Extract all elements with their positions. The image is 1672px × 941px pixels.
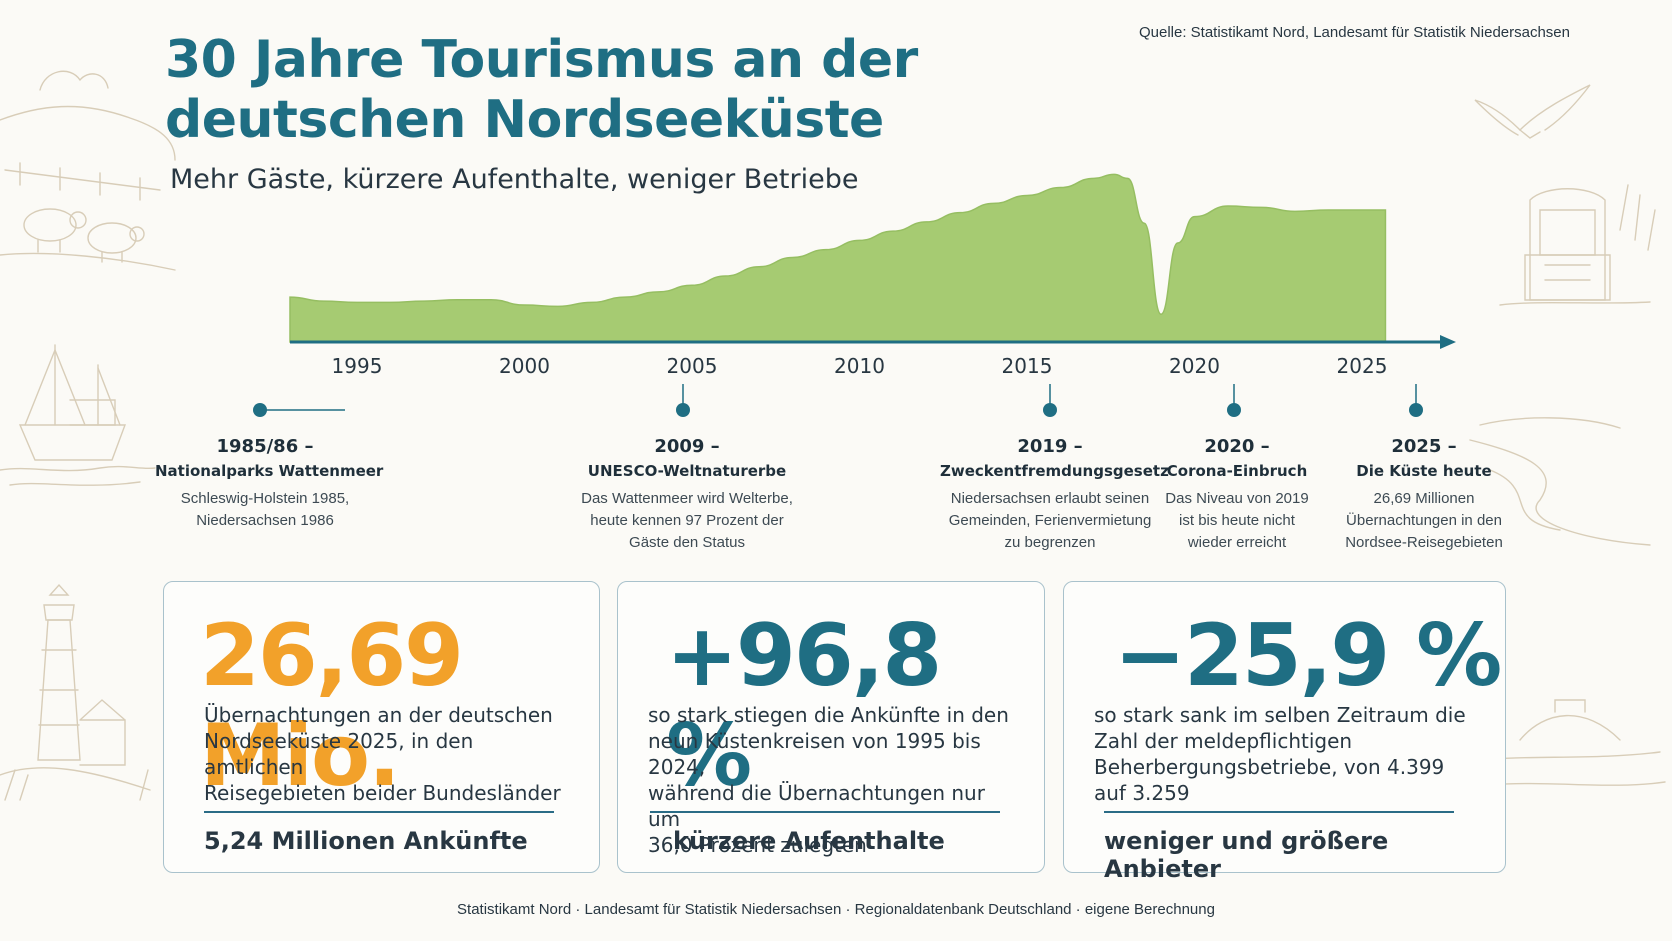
timeline-event-text-line: Nordsee-Reisegebieten: [1345, 534, 1503, 551]
timeline-event-text-line: 26,69 Millionen: [1373, 490, 1475, 507]
key-figure-footer: kürzere Aufenthalte: [673, 827, 945, 855]
key-figure-description-line: so stark stiegen die Ankünfte in den: [648, 703, 1009, 727]
timeline-event-year: 2020 –: [1204, 436, 1270, 457]
timeline-event-title: Nationalparks Wattenmeer: [155, 462, 384, 480]
timeline-event: 2020 – Corona-Einbruch Das Niveau von 2019…: [1127, 434, 1347, 554]
timeline-dot-4: [1409, 403, 1423, 417]
x-tick-label-2020: 2020: [1169, 354, 1220, 378]
footer-sources: Statistikamt Nord · Landesamt für Statis…: [457, 901, 1215, 918]
timeline-event-text-line: Übernachtungen in den: [1346, 512, 1502, 529]
sheep-illustration: [0, 70, 176, 271]
x-tick-label-2015: 2015: [1002, 354, 1053, 378]
island-illustration: [1469, 417, 1666, 786]
key-figure-description-line: Zahl der meldepflichtigen: [1094, 729, 1353, 753]
timeline-event-title: Die Küste heute: [1356, 462, 1492, 480]
fishing-boat-illustration: [0, 344, 156, 486]
timeline-event-text-line: Das Niveau von 2019: [1165, 490, 1309, 507]
x-axis-arrow: [1440, 335, 1456, 349]
timeline-event-title: Corona-Einbruch: [1166, 462, 1308, 480]
lighthouse-illustration: [0, 583, 151, 801]
timeline-event-text: Das Wattenmeer wird Welterbe, heute kenne…: [577, 488, 797, 554]
area-series: [289, 173, 1387, 343]
key-figure-card: +96,8 % so stark stiegen die Ankünfte in …: [617, 581, 1045, 873]
key-figure-footer: 5,24 Millionen Ankünfte: [204, 827, 528, 855]
key-figure-description: so stark sank im selben Zeitraum die Zahl…: [1094, 702, 1475, 806]
x-tick-label-1995: 1995: [332, 354, 383, 378]
key-figure-divider: [1104, 811, 1454, 813]
timeline-event: 2019 – Zweckentfremdungsgesetz Niedersachs…: [940, 434, 1169, 554]
timeline-dot-2: [1043, 403, 1057, 417]
key-figure-divider: [650, 811, 1000, 813]
key-figure-value: 26,69 Mio.: [200, 606, 464, 806]
timeline-event-year: 2025 –: [1391, 436, 1457, 457]
timeline-event-title: Zweckentfremdungsgesetz: [940, 462, 1169, 480]
seagull-illustration: [1474, 84, 1591, 139]
key-figure-footer: weniger und größere Anbieter: [1104, 827, 1389, 883]
key-figure-description-line: 36,0 Prozent zulegten: [648, 833, 867, 857]
overnight-stays-area-chart: 1995 2000 2005 2010 2015 2020 2025: [253, 173, 1456, 417]
timeline-event: 2009 – UNESCO-Weltnaturerbe Das Wattenmeer…: [577, 434, 797, 554]
page-title: 30 Jahre Tourismus an der deutschen Nord…: [165, 30, 918, 150]
timeline-event-year: 1985/86 –: [216, 436, 314, 457]
key-figure-description-line: auf 3.259: [1094, 781, 1190, 805]
timeline-event-text-line: Das Wattenmeer wird Welterbe,: [581, 490, 793, 507]
key-figure-value: −25,9 %: [1114, 606, 1502, 706]
x-tick-label-2010: 2010: [834, 354, 885, 378]
key-figure-description-line: neun Küstenkreisen von 1995 bis 2024,: [648, 729, 981, 779]
timeline-dot-3: [1227, 403, 1241, 417]
key-figure-card: 26,69 Mio. Übernachtungen an der deutsche…: [163, 581, 600, 873]
timeline-event-year: 2009 –: [654, 436, 720, 457]
key-figure-description-line: Beherbergungsbetriebe, von 4.399: [1094, 755, 1445, 779]
page-subtitle: Mehr Gäste, kürzere Aufenthalte, weniger…: [170, 164, 859, 195]
beach-chair-illustration: [1499, 184, 1656, 306]
timeline-event-text: 26,69 Millionen Übernachtungen in den Nord…: [1314, 488, 1534, 554]
timeline-event-text-line: zu begrenzen: [1004, 534, 1096, 551]
title-line-2: deutschen Nordseeküste: [165, 90, 884, 150]
key-figure-description-line: während die Übernachtungen nur um: [648, 781, 985, 831]
timeline-event-text-line: Niedersachsen erlaubt seinen: [950, 490, 1150, 507]
key-figure-value: +96,8 %: [666, 606, 942, 806]
timeline-event-text-line: Gemeinden, Ferienvermietung: [948, 512, 1152, 529]
x-tick-label-2025: 2025: [1337, 354, 1388, 378]
timeline-event: 1985/86 – Nationalparks Wattenmeer Schlesw…: [155, 434, 384, 532]
key-figure-description: so stark stiegen die Ankünfte in den neun…: [648, 702, 1014, 858]
key-figure-divider: [204, 811, 554, 813]
key-figure-card: −25,9 % so stark sank im selben Zeitraum …: [1063, 581, 1506, 883]
timeline-event-text: Niedersachsen erlaubt seinen Gemeinden, F…: [940, 488, 1160, 554]
timeline-event-year: 2019 –: [1017, 436, 1083, 457]
key-figure-description-line: Nordseeküste 2025, in den amtlichen: [204, 729, 474, 779]
x-tick-label-2000: 2000: [499, 354, 550, 378]
timeline-event-text-line: heute kennen 97 Prozent der: [590, 512, 784, 529]
key-figure-description-line: Übernachtungen an der deutschen: [204, 703, 553, 727]
key-figure-description: Übernachtungen an der deutschen Nordseekü…: [204, 702, 569, 806]
timeline-event-text-line: Schleswig-Holstein 1985,: [180, 490, 350, 507]
timeline-event-text-line: wieder erreicht: [1187, 534, 1287, 551]
key-figure-description-line: so stark sank im selben Zeitraum die: [1094, 703, 1466, 727]
source-note: Quelle: Statistikamt Nord, Landesamt für…: [1138, 24, 1570, 41]
timeline-event-text: Das Niveau von 2019 ist bis heute nicht wi…: [1127, 488, 1347, 554]
timeline-dot-1: [676, 403, 690, 417]
timeline-event-text-line: Niedersachsen 1986: [196, 512, 334, 529]
timeline-event-text-line: ist bis heute nicht: [1179, 512, 1295, 529]
timeline-event: 2025 – Die Küste heute 26,69 Millionen Über…: [1314, 434, 1534, 554]
key-figure-description-line: Reisegebieten beider Bundesländer: [204, 781, 561, 805]
title-line-1: 30 Jahre Tourismus an der: [165, 30, 918, 90]
timeline-event-text-line: Gäste den Status: [629, 534, 745, 551]
timeline-dot-0: [253, 403, 267, 417]
timeline-event-title: UNESCO-Weltnaturerbe: [587, 462, 787, 480]
timeline-event-text: Schleswig-Holstein 1985, Niedersachsen 19…: [155, 488, 375, 532]
x-tick-label-2005: 2005: [667, 354, 718, 378]
